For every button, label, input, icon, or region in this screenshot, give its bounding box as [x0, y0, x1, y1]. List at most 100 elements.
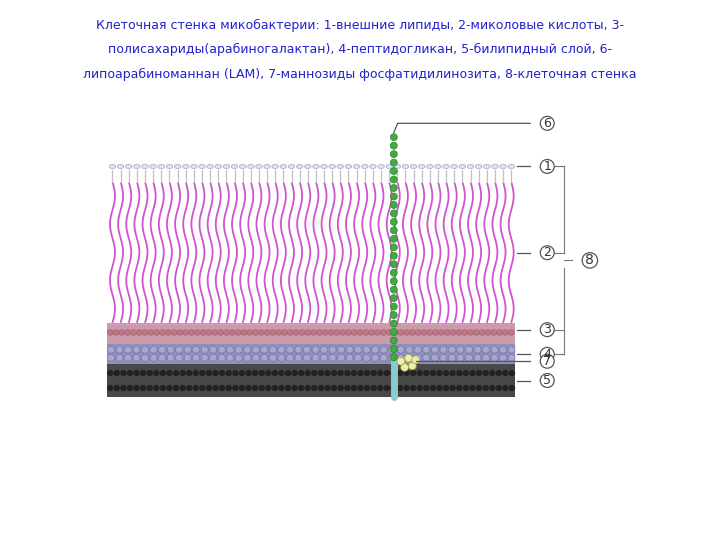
Circle shape	[140, 386, 145, 390]
Text: 8: 8	[585, 253, 594, 267]
Circle shape	[390, 134, 397, 140]
Circle shape	[180, 370, 185, 375]
Bar	[107, 323, 515, 345]
Circle shape	[345, 370, 350, 375]
Circle shape	[464, 386, 468, 390]
Circle shape	[247, 329, 253, 335]
Circle shape	[364, 370, 369, 375]
Circle shape	[167, 386, 172, 390]
Ellipse shape	[256, 164, 262, 168]
Circle shape	[405, 354, 413, 362]
Circle shape	[108, 370, 112, 375]
Circle shape	[397, 357, 405, 365]
Circle shape	[467, 329, 474, 335]
Circle shape	[213, 370, 218, 375]
Ellipse shape	[215, 164, 222, 168]
Circle shape	[470, 386, 475, 390]
Circle shape	[390, 159, 397, 166]
Circle shape	[390, 185, 397, 192]
Circle shape	[431, 386, 436, 390]
Circle shape	[292, 370, 297, 375]
Circle shape	[397, 386, 402, 390]
Circle shape	[390, 269, 397, 276]
Text: 2: 2	[544, 246, 552, 259]
Circle shape	[235, 329, 241, 335]
Text: липоарабиноманнан (LAM), 7-маннозиды фосфатидилинозита, 8-клеточная стенка: липоарабиноманнан (LAM), 7-маннозиды фос…	[84, 68, 636, 80]
Circle shape	[390, 218, 397, 225]
Ellipse shape	[443, 164, 449, 168]
Ellipse shape	[207, 164, 213, 168]
Circle shape	[369, 329, 374, 335]
Circle shape	[390, 142, 397, 149]
Circle shape	[174, 386, 179, 390]
Circle shape	[217, 329, 223, 335]
Circle shape	[496, 370, 501, 375]
Circle shape	[270, 329, 276, 335]
Ellipse shape	[435, 164, 441, 168]
Circle shape	[134, 370, 139, 375]
Circle shape	[503, 329, 508, 335]
Ellipse shape	[312, 164, 319, 168]
Circle shape	[292, 386, 297, 390]
Ellipse shape	[199, 164, 205, 168]
Circle shape	[390, 303, 397, 310]
Circle shape	[418, 370, 422, 375]
Circle shape	[380, 329, 387, 335]
Circle shape	[299, 386, 304, 390]
Ellipse shape	[378, 164, 384, 168]
Circle shape	[114, 370, 120, 375]
Circle shape	[183, 329, 189, 335]
Circle shape	[334, 329, 340, 335]
Ellipse shape	[386, 164, 392, 168]
Ellipse shape	[297, 164, 303, 168]
Circle shape	[154, 386, 158, 390]
Ellipse shape	[150, 164, 156, 168]
Ellipse shape	[272, 164, 279, 168]
Circle shape	[180, 386, 185, 390]
Circle shape	[491, 329, 497, 335]
Bar	[107, 363, 515, 397]
Circle shape	[418, 386, 422, 390]
Circle shape	[372, 370, 376, 375]
Circle shape	[253, 386, 258, 390]
Circle shape	[226, 386, 231, 390]
Circle shape	[424, 386, 429, 390]
Circle shape	[410, 386, 415, 390]
Circle shape	[200, 386, 205, 390]
Circle shape	[346, 329, 351, 335]
Circle shape	[450, 386, 455, 390]
Circle shape	[390, 286, 397, 293]
Circle shape	[483, 370, 488, 375]
Circle shape	[134, 386, 139, 390]
Circle shape	[193, 386, 198, 390]
Circle shape	[510, 370, 515, 375]
Ellipse shape	[475, 164, 482, 168]
Circle shape	[194, 329, 200, 335]
Circle shape	[253, 370, 258, 375]
Circle shape	[272, 386, 277, 390]
Circle shape	[258, 329, 264, 335]
Circle shape	[293, 329, 299, 335]
Circle shape	[272, 370, 277, 375]
Circle shape	[408, 362, 416, 370]
Ellipse shape	[166, 164, 173, 168]
Circle shape	[456, 370, 462, 375]
Circle shape	[287, 329, 293, 335]
Circle shape	[253, 329, 258, 335]
Circle shape	[161, 386, 166, 390]
Circle shape	[220, 370, 225, 375]
Circle shape	[477, 386, 482, 390]
Ellipse shape	[500, 164, 506, 168]
Ellipse shape	[492, 164, 498, 168]
Circle shape	[266, 370, 271, 375]
Circle shape	[470, 370, 475, 375]
Ellipse shape	[158, 164, 165, 168]
Circle shape	[508, 329, 514, 335]
Circle shape	[390, 337, 397, 344]
Circle shape	[318, 386, 323, 390]
Ellipse shape	[345, 164, 352, 168]
Circle shape	[121, 370, 126, 375]
Ellipse shape	[394, 164, 400, 168]
Ellipse shape	[305, 164, 311, 168]
Circle shape	[390, 244, 397, 251]
